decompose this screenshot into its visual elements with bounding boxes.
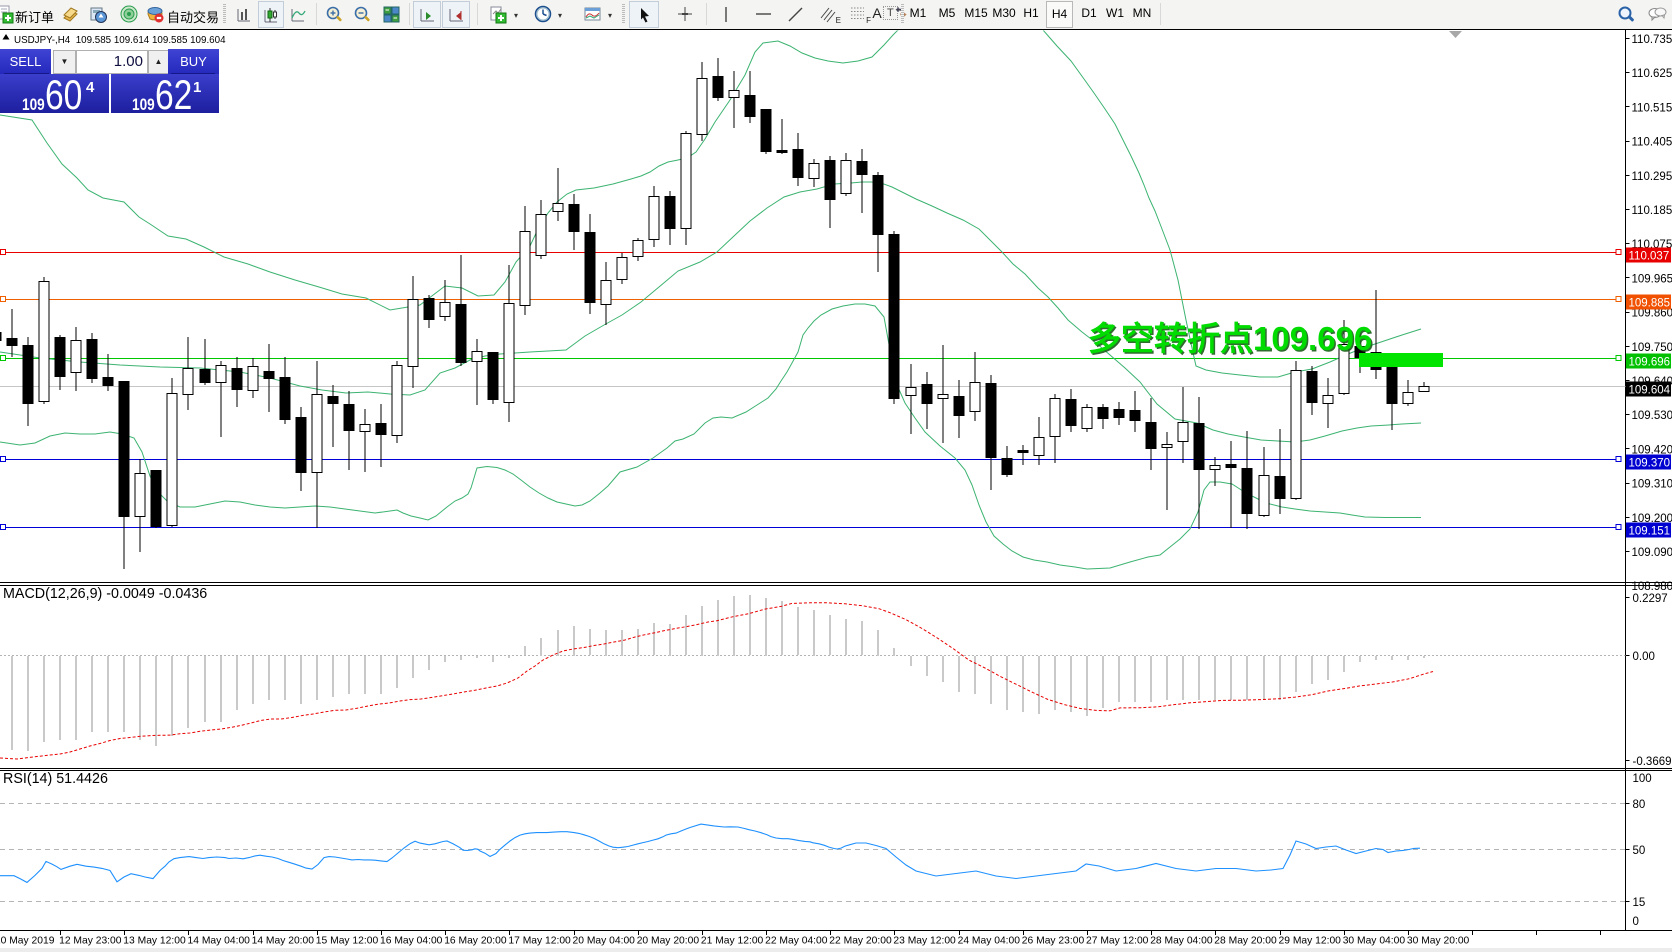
svg-text:USDJPY-,H4 109.585 109.614 10: USDJPY-,H4 109.585 109.614 109.585 109.6…: [14, 35, 226, 46]
svg-text:0.2297: 0.2297: [1633, 593, 1668, 605]
svg-text:16 May 20:00: 16 May 20:00: [444, 936, 507, 947]
svg-text:27 May 12:00: 27 May 12:00: [1086, 936, 1149, 947]
svg-text:13 May 12:00: 13 May 12:00: [123, 936, 186, 947]
svg-text:110.295: 110.295: [1632, 171, 1672, 183]
svg-text:109.151: 109.151: [1629, 526, 1671, 538]
svg-text:109.370: 109.370: [1629, 458, 1671, 470]
svg-text:109.750: 109.750: [1632, 342, 1672, 354]
svg-text:109.885: 109.885: [1629, 298, 1671, 310]
svg-text:109.420: 109.420: [1632, 444, 1672, 456]
svg-text:109.310: 109.310: [1632, 479, 1672, 491]
svg-text:20 May 20:00: 20 May 20:00: [637, 936, 700, 947]
svg-text:109.604: 109.604: [1629, 385, 1671, 397]
svg-text:23 May 12:00: 23 May 12:00: [893, 936, 956, 947]
svg-text:110.515: 110.515: [1632, 102, 1672, 114]
svg-text:多空转折点109.696: 多空转折点109.696: [1090, 322, 1374, 359]
svg-text:15 May 12:00: 15 May 12:00: [316, 936, 379, 947]
svg-text:10 May 2019: 10 May 2019: [0, 936, 55, 947]
svg-text:30 May 04:00: 30 May 04:00: [1343, 936, 1406, 947]
svg-text:0: 0: [1633, 916, 1639, 928]
svg-text:110.185: 110.185: [1632, 205, 1672, 217]
svg-text:21 May 12:00: 21 May 12:00: [701, 936, 764, 947]
svg-text:30 May 20:00: 30 May 20:00: [1407, 936, 1470, 947]
svg-text:109.200: 109.200: [1632, 513, 1672, 525]
svg-text:109.696: 109.696: [1629, 357, 1671, 369]
svg-text:20 May 04:00: 20 May 04:00: [573, 936, 636, 947]
svg-text:16 May 04:00: 16 May 04:00: [380, 936, 443, 947]
svg-text:28 May 04:00: 28 May 04:00: [1150, 936, 1213, 947]
svg-text:-0.3669: -0.3669: [1633, 756, 1672, 768]
svg-text:22 May 20:00: 22 May 20:00: [829, 936, 892, 947]
svg-text:108.980: 108.980: [1632, 581, 1672, 593]
svg-text:RSI(14) 51.4426: RSI(14) 51.4426: [3, 771, 108, 787]
svg-text:50: 50: [1633, 845, 1646, 857]
svg-text:110.405: 110.405: [1632, 137, 1672, 149]
svg-text:109.530: 109.530: [1632, 410, 1672, 422]
svg-text:109.090: 109.090: [1632, 547, 1672, 559]
svg-text:110.625: 110.625: [1632, 68, 1672, 80]
svg-text:29 May 12:00: 29 May 12:00: [1279, 936, 1342, 947]
svg-text:多空转折点109.696: 多空转折点109.696: [1088, 320, 1372, 357]
svg-text:109.860: 109.860: [1632, 308, 1672, 320]
svg-text:22 May 04:00: 22 May 04:00: [765, 936, 828, 947]
svg-text:14 May 20:00: 14 May 20:00: [252, 936, 315, 947]
svg-text:MACD(12,26,9) -0.0049 -0.0436: MACD(12,26,9) -0.0049 -0.0436: [3, 586, 207, 602]
svg-text:100: 100: [1633, 773, 1652, 785]
svg-text:110.037: 110.037: [1629, 251, 1670, 263]
svg-text:12 May 23:00: 12 May 23:00: [59, 936, 122, 947]
svg-text:109.965: 109.965: [1632, 273, 1672, 285]
svg-text:14 May 04:00: 14 May 04:00: [188, 936, 251, 947]
svg-text:0.00: 0.00: [1633, 651, 1655, 663]
svg-text:24 May 04:00: 24 May 04:00: [958, 936, 1021, 947]
svg-text:110.735: 110.735: [1632, 34, 1672, 46]
svg-text:17 May 12:00: 17 May 12:00: [508, 936, 571, 947]
svg-text:80: 80: [1633, 799, 1646, 811]
svg-text:26 May 23:00: 26 May 23:00: [1022, 936, 1085, 947]
svg-text:15: 15: [1633, 897, 1646, 909]
svg-text:28 May 20:00: 28 May 20:00: [1214, 936, 1277, 947]
